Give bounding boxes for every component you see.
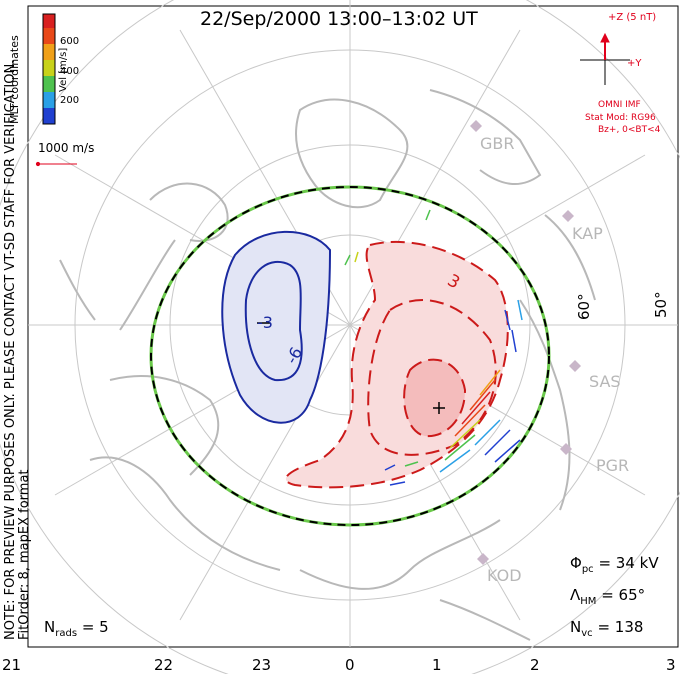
imf-y-label: +Y: [627, 58, 642, 69]
stat-lambda-sub: HM: [580, 596, 597, 607]
station-kap: KAP: [572, 224, 603, 243]
radar-station-markers: [470, 120, 581, 565]
preview-note: NOTE: FOR PREVIEW PURPOSES ONLY. PLEASE …: [3, 59, 32, 640]
colorbar-tick-400: 400: [60, 66, 80, 77]
imf-source: OMNI IMF: [598, 100, 641, 110]
stat-phi-pc: Φpc = 34 kV: [570, 554, 659, 575]
heppner-maynard-boundary-dash: [150, 186, 550, 526]
contour-label-neg3: -3: [257, 313, 273, 332]
preview-note-line1: NOTE: FOR PREVIEW PURPOSES ONLY. PLEASE …: [3, 59, 18, 640]
mlt-label-3: 3: [666, 656, 676, 674]
station-kod: KOD: [487, 566, 522, 585]
latitude-label-50: 50°: [652, 291, 670, 318]
negative-contour-inner: [244, 260, 303, 382]
velocity-colorbar: [42, 13, 56, 125]
mlt-label-21: 21: [2, 656, 22, 674]
colorbar-tick-600: 600: [60, 36, 80, 47]
stat-phi-symbol: Φ: [570, 554, 582, 572]
stat-nrads-symbol: N: [44, 618, 56, 636]
stat-nrads-value: = 5: [81, 618, 109, 636]
imf-arrow: [600, 32, 610, 60]
station-gbr: GBR: [480, 134, 515, 153]
stat-nvc-sub: vc: [581, 628, 593, 639]
colorbar-tick-200: 200: [60, 95, 80, 106]
imf-model: Stat Mod: RG96: [585, 113, 656, 123]
stat-nrads: Nrads = 5: [44, 618, 109, 639]
map-title: 22/Sep/2000 13:00–13:02 UT: [200, 8, 478, 30]
stat-nvc-value: = 138: [597, 618, 644, 636]
mlt-label-23: 23: [252, 656, 272, 674]
stat-lambda-value: = 65°: [601, 586, 646, 604]
stat-phi-sub: pc: [581, 564, 594, 575]
longitude-grid: [28, 0, 678, 647]
latitude-label-60: 60°: [575, 293, 593, 320]
station-pgr: PGR: [596, 456, 630, 475]
mlt-label-22: 22: [154, 656, 174, 674]
imf-condition: Bz+, 0<BT<4: [598, 125, 661, 135]
positive-contour-inner: [403, 358, 467, 438]
stat-lambda-symbol: Λ: [570, 586, 581, 604]
positive-center-marker: [433, 402, 445, 414]
mlt-label-1: 1: [432, 656, 442, 674]
map-frame: [27, 5, 679, 648]
negative-potential-cell: [221, 230, 332, 424]
stat-nvc: Nvc = 138: [570, 618, 643, 639]
imf-z-label: +Z (5 nT): [608, 12, 657, 23]
coastlines: [59, 89, 596, 641]
stat-nrads-sub: rads: [55, 628, 78, 639]
preview-note-line2: FitOrder: 8, mapEX format: [17, 469, 32, 640]
velocity-vectors: [344, 209, 523, 486]
stat-nvc-symbol: N: [570, 618, 582, 636]
velocity-scale-label: 1000 m/s: [38, 141, 95, 155]
stat-phi-value: = 34 kV: [598, 554, 659, 572]
mlt-label-2: 2: [530, 656, 540, 674]
velocity-scale-vector: [35, 161, 77, 167]
positive-contour-mid: [367, 299, 497, 456]
stat-lambda-hm: ΛHM = 65°: [570, 586, 645, 607]
mlt-label-0: 0: [345, 656, 355, 674]
station-sas: SAS: [589, 372, 621, 391]
